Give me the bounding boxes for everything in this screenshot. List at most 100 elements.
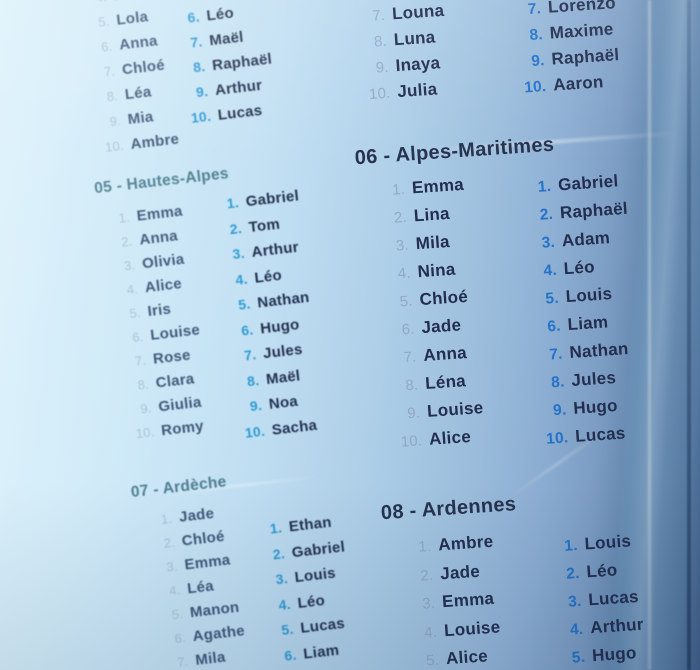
person-name: Léna	[424, 371, 467, 393]
rank-number: 4.	[234, 270, 249, 288]
person-name: Mila	[194, 648, 227, 669]
section-heading-05: 05 - Hautes-Alpes	[93, 165, 230, 198]
rank-number: 1.	[269, 519, 283, 537]
girls-list-partial-top: 7. Louna 8. Luna 9. Inaya 10. Julia	[355, 1, 451, 111]
rank-number: 6.	[173, 629, 187, 647]
person-name: Louna	[391, 0, 445, 24]
rank-number: 3.	[231, 244, 246, 263]
right-page-column: 7. Louna 8. Luna 9. Inaya 10. Julia 7. Lorenzo 8.…	[338, 0, 700, 670]
rank-number: 9.	[406, 404, 421, 423]
rank-number: 10.	[243, 422, 266, 441]
rank-number: 2.	[162, 534, 176, 551]
person-name: Lorenzo	[547, 0, 617, 17]
rank-number: 4.	[423, 623, 438, 642]
person-name: Liam	[302, 641, 341, 663]
person-name: Anna	[422, 343, 468, 365]
rank-number: 7.	[134, 352, 147, 369]
rank-number: 7.	[402, 348, 418, 367]
rank-number: 7.	[243, 346, 258, 364]
person-name: Iris	[146, 300, 172, 321]
rank-number: 5.	[237, 295, 252, 313]
person-name: Jade	[439, 561, 481, 583]
rank-number: 5.	[171, 606, 184, 623]
rank-number: 2.	[228, 219, 243, 237]
rank-number: 4.	[543, 261, 558, 280]
rank-number: 9.	[375, 58, 390, 77]
rank-number: 9.	[552, 401, 567, 420]
girls-list-dept06: 1. Emma 2. Lina 3. Mila 4. Nina 5. Chloé 6. Jade 7. A…	[374, 175, 486, 461]
rank-number: 5.	[172, 0, 198, 2]
rank-number: 8.	[550, 373, 566, 392]
rank-number: 1.	[160, 510, 174, 527]
person-name: Maxime	[549, 19, 615, 43]
rank-number: 5.	[399, 292, 414, 311]
rank-number: 4.	[397, 264, 412, 283]
person-name: Julia	[396, 79, 438, 102]
person-name: Léa	[123, 83, 153, 104]
person-name: Romane	[113, 0, 175, 4]
person-name: Emma	[411, 174, 465, 198]
person-name: Jade	[420, 315, 462, 338]
rank-number: 1.	[563, 536, 579, 555]
person-name: Olivia	[141, 250, 186, 273]
rank-number: 8.	[528, 26, 544, 45]
person-name: Arthur	[589, 614, 645, 638]
person-name: Emma	[183, 551, 232, 574]
rank-number: 6.	[283, 646, 298, 664]
person-name: Alice	[445, 646, 489, 669]
person-name: Emma	[441, 588, 495, 612]
person-name: Léo	[205, 4, 235, 25]
person-name: Léo	[585, 560, 619, 582]
person-name: Nina	[417, 259, 457, 282]
rank-number: 2.	[419, 566, 434, 585]
rank-number: 3.	[274, 570, 289, 588]
girls-list-dept07: 1. Jade 2. Chloé 3. Emma 4. Léa 5. Manon 6. Agathe 7…	[147, 503, 249, 670]
person-name: Luna	[393, 27, 436, 50]
person-name: Léo	[563, 257, 596, 279]
rank-number: 7.	[189, 33, 204, 51]
rank-number: 10.	[523, 78, 547, 97]
rank-number: 5.	[571, 648, 586, 667]
rank-number: 7.	[176, 653, 190, 670]
person-name: Chloé	[121, 56, 166, 79]
person-name: Noa	[267, 392, 299, 413]
person-name: Clara	[154, 370, 196, 392]
boys-list-dept08: 1. Louis 2. Léo 3. Lucas 4. Arthur 5. Hugo	[547, 531, 647, 670]
rank-number: 9.	[530, 52, 546, 70]
person-name: Adam	[561, 228, 611, 251]
rank-number: 1.	[117, 209, 131, 226]
person-name: Alice	[143, 275, 183, 297]
person-name: Lucas	[216, 101, 264, 124]
rank-number: 7.	[527, 0, 542, 19]
rank-number: 7.	[103, 63, 117, 80]
rank-number: 8.	[105, 88, 119, 105]
rank-number: 5.	[97, 13, 111, 30]
rank-number: 2.	[120, 233, 134, 250]
person-name: Louis	[583, 531, 632, 554]
person-name: Maël	[208, 28, 245, 50]
rank-number: 3.	[123, 257, 137, 274]
rank-number: 1.	[391, 180, 406, 199]
section-heading-06: 06 - Alpes-Maritimes	[354, 133, 555, 170]
person-name: Raphaël	[559, 198, 629, 223]
rank-number: 9.	[139, 400, 153, 417]
rank-number: 6.	[401, 320, 416, 339]
person-name: Maël	[265, 366, 302, 388]
person-name: Raphaël	[550, 45, 620, 69]
person-name: Nathan	[568, 339, 630, 363]
page-edge-shadow	[687, 0, 691, 670]
person-name: Liam	[566, 312, 609, 335]
rank-number: 3.	[541, 233, 556, 252]
rank-number: 8.	[404, 376, 419, 395]
boys-list-partial-top: 7. Lorenzo 8. Maxime 9. Raphaël 10. Aaron	[510, 0, 622, 104]
rank-number: 10.	[400, 432, 423, 451]
person-name: Louis	[293, 564, 337, 587]
person-name: Ambre	[437, 531, 494, 555]
rank-number: 3.	[395, 236, 410, 255]
rank-number: 4.	[168, 582, 182, 599]
rank-number: 8.	[373, 32, 388, 51]
person-name: Ethan	[287, 513, 333, 536]
rank-number: 7.	[548, 345, 564, 364]
girls-list-dept05: 1. Emma 2. Anna 3. Olivia 4. Alice 5. Iris 6. Louis…	[105, 202, 212, 450]
